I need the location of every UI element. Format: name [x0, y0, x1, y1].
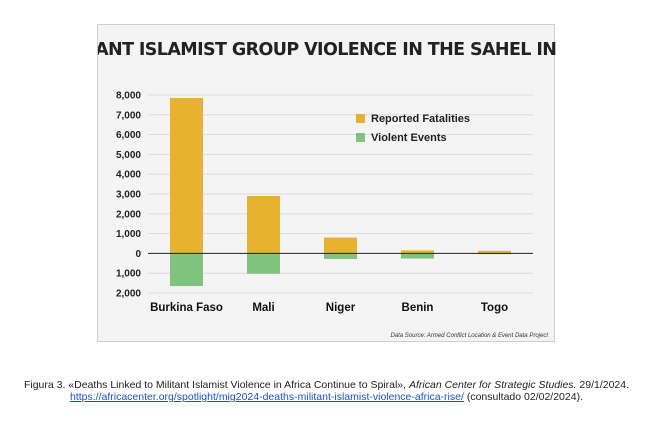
- legend-swatch: [356, 133, 365, 142]
- legend-label: Violent Events: [371, 132, 447, 144]
- caption-date: 29/1/2024.: [576, 379, 630, 391]
- chart-title: MILITANT ISLAMIST GROUP VIOLENCE IN THE …: [98, 40, 556, 60]
- y-tick-label: 3,000: [116, 190, 141, 201]
- y-tick-label: 7,000: [116, 110, 141, 121]
- x-category-label: Burkina Faso: [150, 302, 223, 314]
- bar-reported-fatalities: [324, 237, 357, 254]
- caption-publisher: African Center for Strategic Studies.: [408, 379, 577, 391]
- y-tick-label: 5,000: [116, 150, 141, 161]
- legend: Reported Fatalities Violent Events: [356, 113, 470, 144]
- bar-violent-events: [401, 253, 434, 259]
- bar-violent-events: [247, 253, 280, 274]
- bar-reported-fatalities: [401, 250, 434, 254]
- y-tick-label: 6,000: [116, 130, 141, 141]
- bar-reported-fatalities: [247, 195, 280, 254]
- x-category-label: Benin: [402, 302, 434, 314]
- legend-swatch: [356, 114, 365, 123]
- caption-prefix: Figura 3. «Deaths Linked to Militant Isl…: [23, 379, 409, 391]
- bar-violent-events: [324, 253, 357, 259]
- bar-reported-fatalities: [478, 250, 511, 254]
- bar-violent-events: [170, 253, 203, 287]
- x-category-label: Togo: [481, 302, 508, 314]
- y-tick-label: 2,000: [116, 209, 141, 220]
- axis-layer: 8,000 7,000 6,000 5,000 4,000 3,000 2,000 1,000…: [116, 91, 533, 314]
- x-category-label: Mali: [252, 302, 274, 314]
- data-source-label: Data Source: Armed Conflict Location & E…: [390, 333, 548, 339]
- y-tick-label: 4,000: [116, 170, 141, 181]
- caption-suffix: (consultado 02/02/2024).: [463, 391, 583, 403]
- y-tick-label: 1,000: [116, 229, 141, 240]
- y-tick-label: 0: [135, 249, 141, 260]
- chart-card: MILITANT ISLAMIST GROUP VIOLENCE IN THE …: [97, 24, 556, 342]
- y-tick-label: 8,000: [116, 91, 141, 102]
- caption-link[interactable]: https://africacenter.org/spotlight/mig20…: [69, 391, 464, 403]
- chart-svg: MILITANT ISLAMIST GROUP VIOLENCE IN THE …: [98, 40, 556, 339]
- bars-layer: [170, 97, 511, 287]
- x-category-label: Niger: [326, 302, 356, 314]
- bar-reported-fatalities: [170, 97, 203, 254]
- y-tick-label: 1,000: [116, 269, 141, 280]
- legend-label: Reported Fatalities: [371, 113, 470, 125]
- grid-layer: [148, 94, 533, 294]
- figure-caption: Figura 3. «Deaths Linked to Militant Isl…: [12, 379, 641, 403]
- y-tick-label: 2,000: [116, 289, 141, 300]
